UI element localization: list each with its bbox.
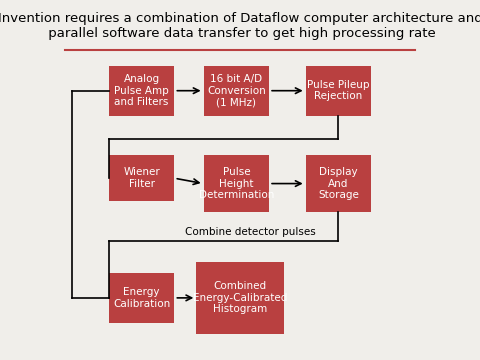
Text: Wiener
Filter: Wiener Filter (123, 167, 160, 189)
Text: Energy
Calibration: Energy Calibration (113, 287, 170, 309)
Text: Pulse
Height
Determination: Pulse Height Determination (199, 167, 274, 200)
Text: Display
And
Storage: Display And Storage (318, 167, 359, 200)
Text: Invention requires a combination of Dataflow computer architecture and
 parallel: Invention requires a combination of Data… (0, 12, 480, 40)
Text: Combined
Energy-Calibrated
Histogram: Combined Energy-Calibrated Histogram (193, 281, 287, 315)
FancyBboxPatch shape (196, 262, 284, 334)
FancyBboxPatch shape (204, 155, 269, 212)
Text: Pulse Pileup
Rejection: Pulse Pileup Rejection (307, 80, 370, 102)
Text: 16 bit A/D
Conversion
(1 MHz): 16 bit A/D Conversion (1 MHz) (207, 74, 266, 107)
Text: Combine detector pulses: Combine detector pulses (185, 227, 316, 237)
FancyBboxPatch shape (204, 66, 269, 116)
FancyBboxPatch shape (109, 273, 174, 323)
FancyBboxPatch shape (306, 66, 371, 116)
Text: Analog
Pulse Amp
and Filters: Analog Pulse Amp and Filters (114, 74, 169, 107)
FancyBboxPatch shape (306, 155, 371, 212)
FancyBboxPatch shape (109, 66, 174, 116)
FancyBboxPatch shape (109, 155, 174, 202)
